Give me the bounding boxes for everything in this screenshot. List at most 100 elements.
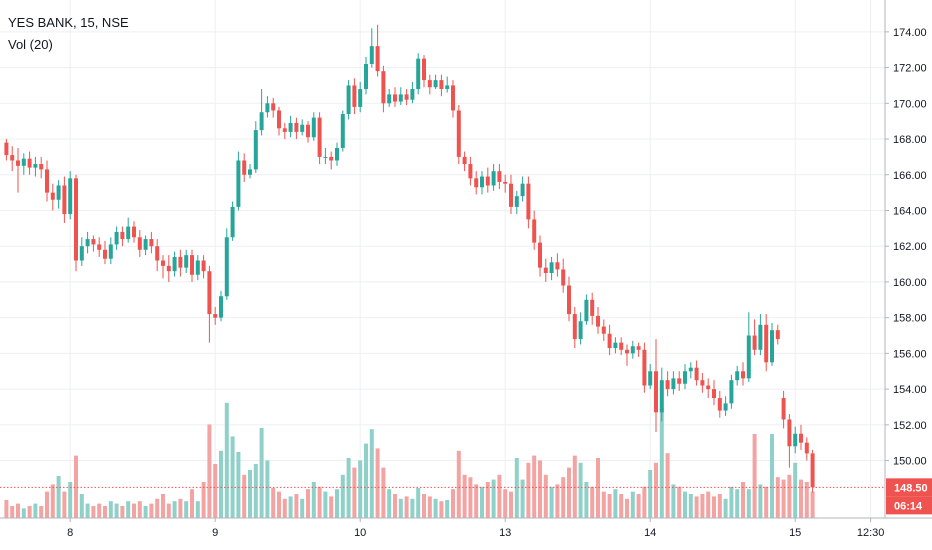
candle-body bbox=[781, 398, 786, 420]
volume-bar bbox=[387, 489, 392, 518]
grid-lines bbox=[0, 0, 885, 518]
candle bbox=[741, 362, 745, 386]
volume-bar bbox=[16, 503, 20, 518]
candle bbox=[265, 96, 270, 118]
volume-bar bbox=[706, 491, 711, 518]
candle bbox=[410, 81, 415, 104]
candle bbox=[538, 235, 542, 277]
candle bbox=[294, 117, 299, 140]
candle bbox=[654, 339, 658, 432]
volume-bar bbox=[642, 486, 647, 518]
candle bbox=[190, 249, 194, 282]
candle-body bbox=[561, 269, 566, 286]
volume-bar bbox=[85, 503, 90, 518]
time-tick-label: 8 bbox=[67, 527, 73, 539]
price-badge-value: 148.50 bbox=[894, 482, 928, 494]
volume-bar bbox=[242, 474, 247, 518]
time-tick-label: 15 bbox=[789, 527, 801, 539]
candle-body bbox=[114, 231, 119, 245]
symbol-title[interactable]: YES BANK, 15, NSE bbox=[8, 15, 129, 30]
candle-body bbox=[248, 169, 252, 175]
candle-body bbox=[764, 324, 769, 363]
candle bbox=[601, 319, 606, 341]
candle-body bbox=[358, 89, 363, 107]
candle bbox=[224, 228, 229, 300]
volume-bar bbox=[741, 482, 745, 518]
candle bbox=[201, 255, 206, 279]
candle-body bbox=[288, 122, 293, 132]
volume-bar bbox=[294, 494, 299, 518]
candle-body bbox=[445, 85, 450, 90]
candle-body bbox=[538, 242, 542, 268]
candle bbox=[387, 89, 392, 107]
price-tick-label: 160.00 bbox=[893, 277, 927, 289]
candle bbox=[671, 371, 676, 395]
candle-body bbox=[346, 85, 351, 115]
candle-body bbox=[242, 160, 247, 175]
price-tick-label: 158.00 bbox=[893, 313, 927, 325]
candle-body bbox=[758, 324, 763, 350]
price-tick-label: 172.00 bbox=[893, 63, 927, 75]
volume-bar bbox=[155, 498, 160, 518]
candle-body bbox=[236, 160, 241, 207]
volume-bars bbox=[4, 402, 815, 518]
candle-body bbox=[39, 164, 44, 170]
candle bbox=[161, 255, 165, 279]
volume-bar bbox=[677, 486, 682, 518]
candle-body bbox=[143, 239, 148, 250]
volume-bar bbox=[468, 477, 473, 518]
candle-body bbox=[648, 371, 653, 386]
volume-bar bbox=[781, 479, 786, 518]
candle-body bbox=[642, 349, 647, 386]
candle-body bbox=[636, 346, 641, 350]
candle bbox=[178, 249, 183, 277]
price-axis[interactable]: 174.00 172.00 170.00 168.00 166.00 164.00 162.… bbox=[884, 0, 927, 518]
time-tick-label: 14 bbox=[644, 527, 656, 539]
candle bbox=[793, 426, 798, 454]
volume-bar bbox=[248, 470, 252, 518]
volume-indicator-label[interactable]: Vol (20) bbox=[8, 37, 53, 52]
candle-body bbox=[741, 371, 745, 379]
candle bbox=[532, 210, 537, 250]
candle bbox=[706, 378, 711, 399]
time-axis[interactable]: 8 9 10 13 14 15 12:30 bbox=[0, 517, 932, 539]
candle-body bbox=[717, 398, 722, 411]
candle bbox=[236, 151, 241, 211]
volume-bar bbox=[190, 489, 194, 518]
candle-body bbox=[230, 206, 235, 238]
candle bbox=[717, 390, 722, 418]
volume-bar bbox=[207, 424, 212, 518]
candle-body bbox=[369, 46, 374, 65]
volume-bar bbox=[398, 498, 403, 518]
candle-body bbox=[68, 178, 73, 215]
candle-body bbox=[404, 94, 409, 100]
candle bbox=[329, 151, 334, 170]
candle bbox=[799, 424, 803, 450]
candle-body bbox=[149, 239, 154, 247]
candle-body bbox=[195, 260, 200, 275]
candle bbox=[393, 87, 397, 107]
volume-bar bbox=[555, 484, 560, 518]
candle bbox=[172, 251, 177, 277]
candle bbox=[555, 253, 560, 277]
volume-bar bbox=[335, 489, 339, 518]
candle bbox=[184, 249, 189, 273]
volume-bar bbox=[137, 501, 142, 518]
volume-bar bbox=[224, 402, 229, 518]
volume-bar bbox=[277, 491, 281, 518]
candle-body bbox=[712, 389, 716, 399]
volume-bar bbox=[45, 491, 49, 518]
volume-bar bbox=[68, 482, 73, 518]
volume-bar bbox=[456, 450, 461, 518]
countdown-badge-background bbox=[886, 496, 932, 515]
volume-bar bbox=[184, 501, 189, 518]
candle bbox=[596, 306, 600, 334]
candle-body bbox=[16, 160, 20, 166]
candle bbox=[445, 76, 450, 93]
price-tick-label: 154.00 bbox=[893, 384, 927, 396]
candle bbox=[439, 74, 444, 97]
volume-bar bbox=[526, 462, 531, 518]
volume-bar bbox=[752, 434, 757, 518]
candle-body bbox=[787, 419, 792, 447]
